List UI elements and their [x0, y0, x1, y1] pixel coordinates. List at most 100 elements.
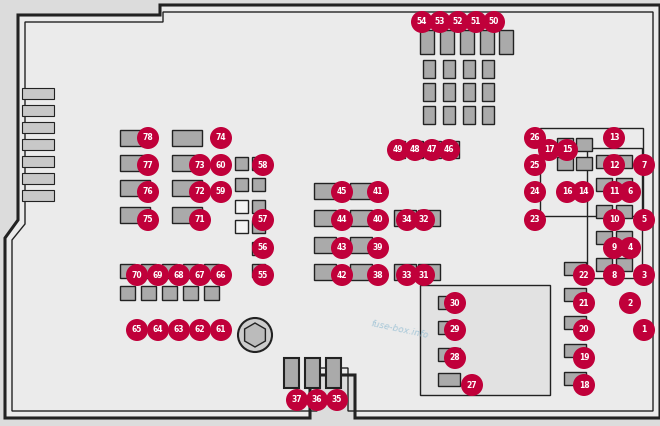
FancyBboxPatch shape — [443, 60, 455, 78]
FancyBboxPatch shape — [252, 242, 265, 255]
Text: 18: 18 — [579, 380, 589, 389]
Text: 16: 16 — [562, 187, 572, 196]
Circle shape — [331, 181, 353, 203]
Circle shape — [572, 181, 594, 203]
Text: 57: 57 — [258, 216, 268, 225]
FancyBboxPatch shape — [350, 264, 372, 280]
Text: 7: 7 — [642, 161, 647, 170]
Text: 5: 5 — [642, 216, 647, 225]
FancyBboxPatch shape — [616, 231, 632, 244]
Circle shape — [461, 374, 483, 396]
Circle shape — [556, 139, 578, 161]
Text: 65: 65 — [132, 325, 142, 334]
FancyBboxPatch shape — [172, 180, 202, 196]
Text: fuse-box.info: fuse-box.info — [370, 319, 430, 340]
Circle shape — [603, 181, 625, 203]
Text: 17: 17 — [544, 146, 554, 155]
FancyBboxPatch shape — [120, 130, 150, 146]
Text: 30: 30 — [449, 299, 460, 308]
Circle shape — [147, 264, 169, 286]
FancyBboxPatch shape — [350, 237, 372, 253]
FancyBboxPatch shape — [314, 237, 336, 253]
Circle shape — [189, 181, 211, 203]
Text: 14: 14 — [578, 187, 588, 196]
Text: 53: 53 — [435, 17, 446, 26]
Circle shape — [524, 181, 546, 203]
Circle shape — [189, 264, 211, 286]
Circle shape — [326, 389, 348, 411]
Text: 32: 32 — [418, 216, 429, 225]
FancyBboxPatch shape — [596, 155, 612, 168]
FancyBboxPatch shape — [418, 210, 440, 226]
Text: 19: 19 — [579, 354, 589, 363]
FancyBboxPatch shape — [482, 60, 494, 78]
Circle shape — [210, 264, 232, 286]
Circle shape — [396, 209, 418, 231]
Text: 12: 12 — [609, 161, 619, 170]
Text: 39: 39 — [373, 244, 383, 253]
Text: 29: 29 — [449, 325, 460, 334]
FancyBboxPatch shape — [564, 262, 586, 275]
FancyBboxPatch shape — [440, 30, 454, 54]
Text: 38: 38 — [373, 271, 383, 279]
Text: 10: 10 — [609, 216, 619, 225]
Text: 11: 11 — [609, 187, 619, 196]
FancyBboxPatch shape — [141, 264, 156, 278]
Text: 44: 44 — [337, 216, 347, 225]
FancyBboxPatch shape — [22, 122, 54, 133]
FancyBboxPatch shape — [423, 106, 435, 124]
Text: 1: 1 — [642, 325, 647, 334]
FancyBboxPatch shape — [22, 173, 54, 184]
Circle shape — [137, 181, 159, 203]
FancyBboxPatch shape — [499, 30, 513, 54]
Text: 74: 74 — [216, 133, 226, 143]
Circle shape — [429, 11, 451, 33]
FancyBboxPatch shape — [252, 264, 265, 277]
FancyBboxPatch shape — [480, 30, 494, 54]
Circle shape — [331, 264, 353, 286]
Circle shape — [573, 292, 595, 314]
Text: 49: 49 — [393, 146, 403, 155]
Text: 27: 27 — [467, 380, 477, 389]
FancyBboxPatch shape — [162, 264, 177, 278]
Circle shape — [210, 319, 232, 341]
Text: 42: 42 — [337, 271, 347, 279]
FancyBboxPatch shape — [409, 141, 423, 158]
FancyBboxPatch shape — [564, 344, 586, 357]
FancyBboxPatch shape — [120, 180, 150, 196]
Circle shape — [573, 319, 595, 341]
Circle shape — [189, 154, 211, 176]
Circle shape — [252, 154, 274, 176]
Text: 33: 33 — [402, 271, 412, 279]
Circle shape — [252, 237, 274, 259]
Circle shape — [556, 181, 578, 203]
FancyBboxPatch shape — [596, 178, 612, 191]
FancyBboxPatch shape — [564, 316, 586, 329]
Circle shape — [252, 209, 274, 231]
FancyBboxPatch shape — [445, 141, 459, 158]
FancyBboxPatch shape — [427, 141, 441, 158]
FancyBboxPatch shape — [326, 358, 341, 388]
Text: 54: 54 — [417, 17, 427, 26]
FancyBboxPatch shape — [22, 105, 54, 116]
FancyBboxPatch shape — [616, 258, 632, 271]
Text: 9: 9 — [611, 244, 616, 253]
Text: 36: 36 — [312, 395, 322, 405]
FancyBboxPatch shape — [463, 83, 475, 101]
FancyBboxPatch shape — [482, 106, 494, 124]
Circle shape — [189, 209, 211, 231]
Text: 73: 73 — [195, 161, 205, 170]
Circle shape — [286, 389, 308, 411]
Circle shape — [444, 319, 466, 341]
Text: 13: 13 — [609, 133, 619, 143]
Circle shape — [447, 11, 469, 33]
Text: 46: 46 — [444, 146, 454, 155]
Text: 31: 31 — [418, 271, 429, 279]
FancyBboxPatch shape — [596, 231, 612, 244]
FancyBboxPatch shape — [443, 83, 455, 101]
Text: 66: 66 — [216, 271, 226, 279]
Circle shape — [603, 237, 625, 259]
FancyBboxPatch shape — [235, 200, 248, 213]
Circle shape — [633, 209, 655, 231]
FancyBboxPatch shape — [314, 264, 336, 280]
